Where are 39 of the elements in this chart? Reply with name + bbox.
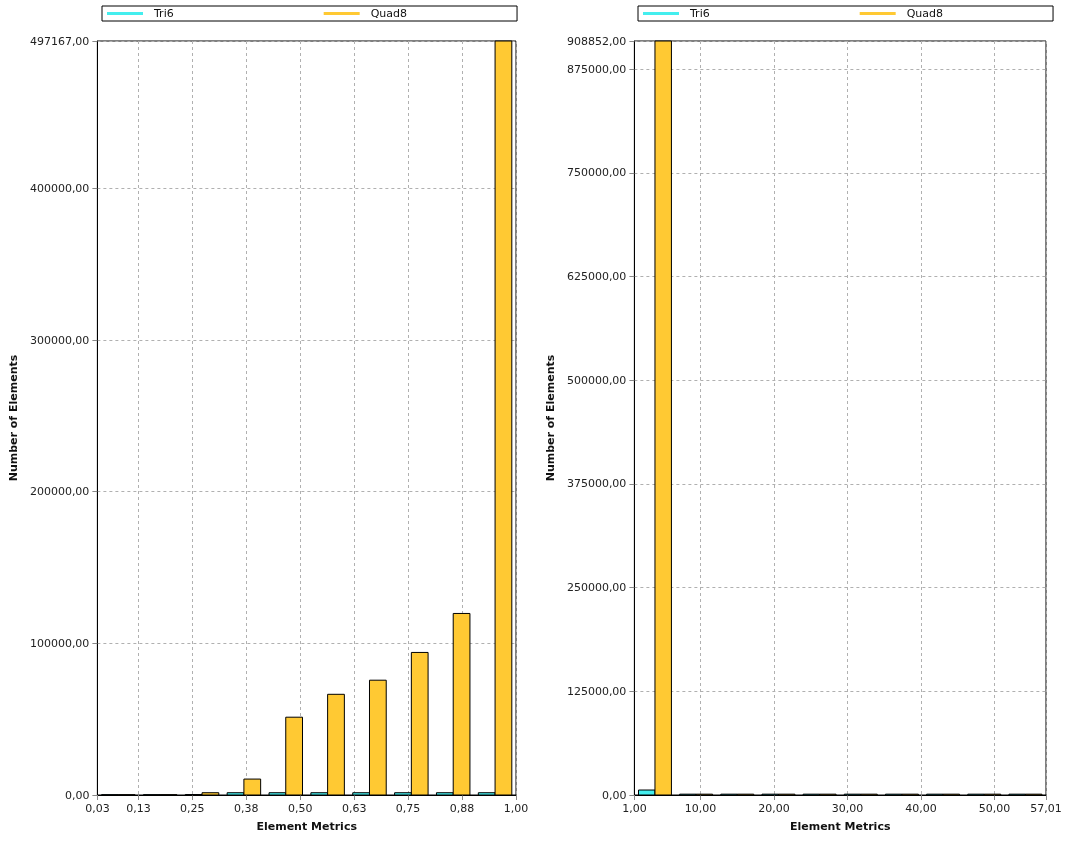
y-tick-label: 497167,00 [29, 34, 90, 48]
y-tick-label: 100000,00 [29, 636, 90, 650]
x-tick-label: 1,00 [622, 802, 647, 815]
x-tick-label: 0,75 [395, 802, 421, 815]
x-tick-label: 0,38 [234, 802, 259, 815]
x-tick-label: 10,00 [684, 802, 717, 815]
y-tick-label: 200000,00 [29, 485, 90, 499]
x-tick-label: 0,13 [126, 802, 151, 815]
y-tick-label: 375000,00 [566, 477, 627, 491]
x-tick-label: 0,63 [341, 802, 367, 815]
x-tick-label: 20,00 [758, 802, 790, 815]
x-tick-label: 0,25 [180, 802, 205, 815]
x-axis-title: Element Metrics [789, 820, 891, 833]
legend-label: Quad8 [906, 7, 944, 20]
x-tick-label: 50,00 [978, 802, 1011, 815]
y-tick-label: 625000,00 [566, 269, 627, 283]
y-tick-label: 300000,00 [29, 333, 90, 347]
y-tick-label: 0,00 [64, 788, 90, 802]
y-tick-label: 500000,00 [566, 373, 627, 387]
y-tick-label: 750000,00 [566, 166, 627, 180]
x-tick-label: 40,00 [905, 802, 937, 815]
legend-label: Tri6 [689, 7, 710, 20]
y-tick-label: 0,00 [601, 788, 627, 802]
x-tick-label: 0,03 [85, 802, 110, 815]
x-tick-label: 30,00 [831, 802, 864, 815]
legend-label: Tri6 [153, 7, 174, 20]
y-axis-title: Number of Elements [544, 354, 557, 482]
x-tick-label: 1,00 [503, 802, 529, 815]
legend-label: Quad8 [370, 7, 408, 20]
x-tick-label: 57,01 [1030, 802, 1062, 815]
y-tick-label: 875000,00 [566, 62, 627, 76]
y-axis-title: Number of Elements [7, 354, 20, 482]
y-tick-label: 125000,00 [566, 684, 627, 698]
y-tick-label: 400000,00 [29, 181, 90, 195]
x-tick-label: 0,88 [449, 802, 475, 815]
x-axis-title: Element Metrics [256, 820, 358, 833]
y-tick-label: 908852,00 [566, 34, 627, 48]
y-tick-label: 250000,00 [566, 581, 627, 595]
x-tick-label: 0,50 [287, 802, 313, 815]
